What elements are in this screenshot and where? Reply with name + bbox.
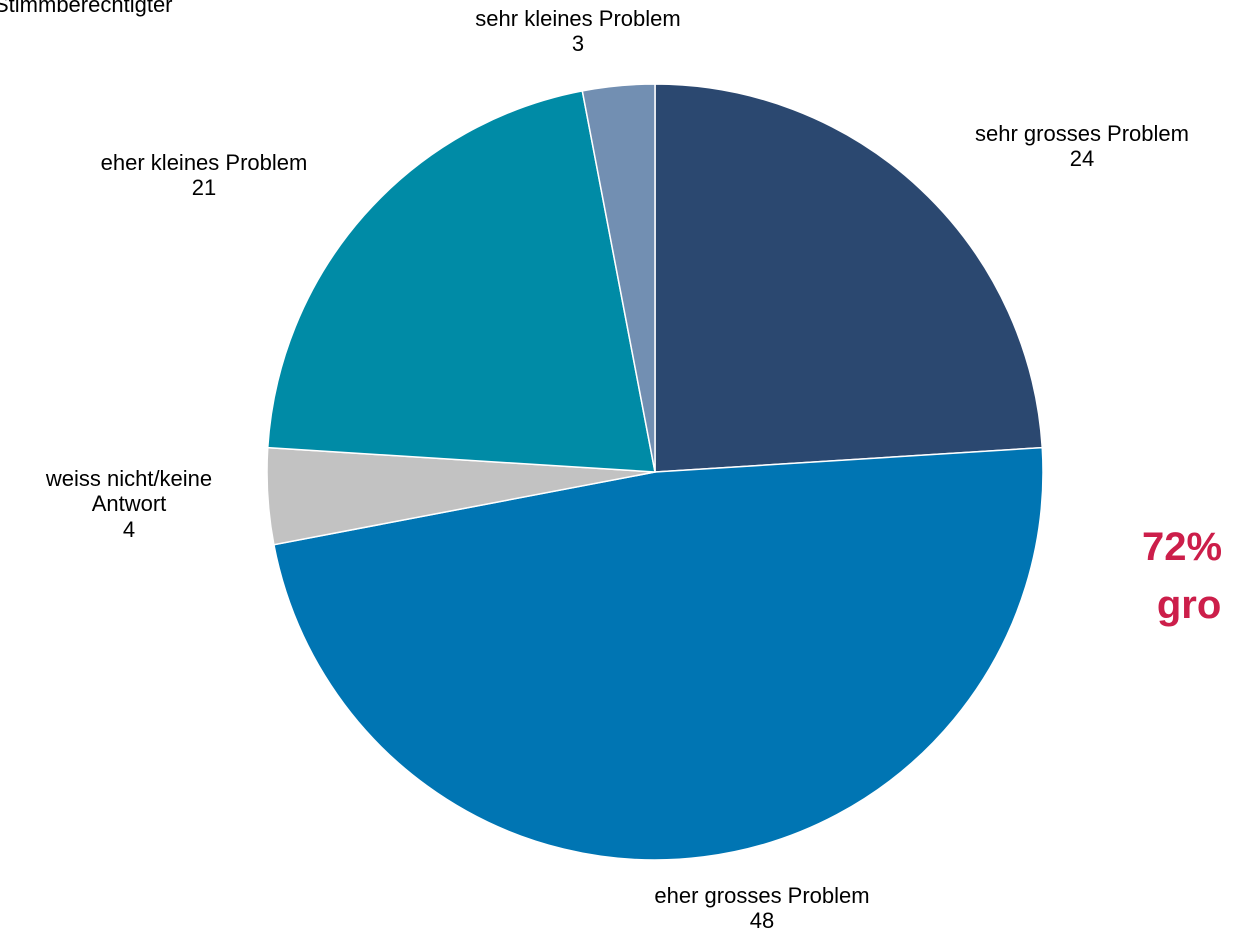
pie-slice-sehr-kleines-problem bbox=[581, 83, 656, 473]
label-value: 3 bbox=[571, 31, 585, 57]
label-value: 48 bbox=[749, 908, 775, 934]
annotation-line-1: 72% bbox=[1142, 525, 1223, 569]
label-text: sehr kleines Problem bbox=[475, 6, 681, 31]
label-text: eher kleines Problem bbox=[100, 150, 308, 175]
annotation-line-2: gro bbox=[1156, 583, 1222, 627]
summary-annotation: 72% gro bbox=[1142, 518, 1222, 634]
label-value: 21 bbox=[191, 175, 217, 201]
label-text: eher grosses Problem bbox=[654, 883, 870, 908]
pie-slice-eher-grosses-problem bbox=[272, 446, 1044, 861]
label-value: 24 bbox=[1069, 146, 1095, 172]
label-text-line2: Antwort bbox=[91, 491, 167, 517]
label-eher-grosses-problem: eher grosses Problem 48 bbox=[654, 883, 869, 934]
label-eher-kleines-problem: eher kleines Problem 21 bbox=[101, 150, 308, 201]
pie-slice-sehr-grosses-problem bbox=[654, 83, 1044, 473]
label-text-line1: weiss nicht/keine bbox=[45, 466, 213, 491]
label-sehr-kleines-problem: sehr kleines Problem 3 bbox=[475, 6, 680, 57]
label-sehr-grosses-problem: sehr grosses Problem 24 bbox=[975, 121, 1189, 172]
label-text: sehr grosses Problem bbox=[975, 121, 1189, 146]
label-value: 4 bbox=[122, 516, 136, 542]
chart-title-fragment: Stimmberechtigter bbox=[0, 0, 173, 17]
pie-slice-eher-kleines-problem bbox=[266, 89, 656, 473]
label-weiss-nicht-keine-antwort: weiss nicht/keine Antwort 4 bbox=[46, 466, 212, 542]
